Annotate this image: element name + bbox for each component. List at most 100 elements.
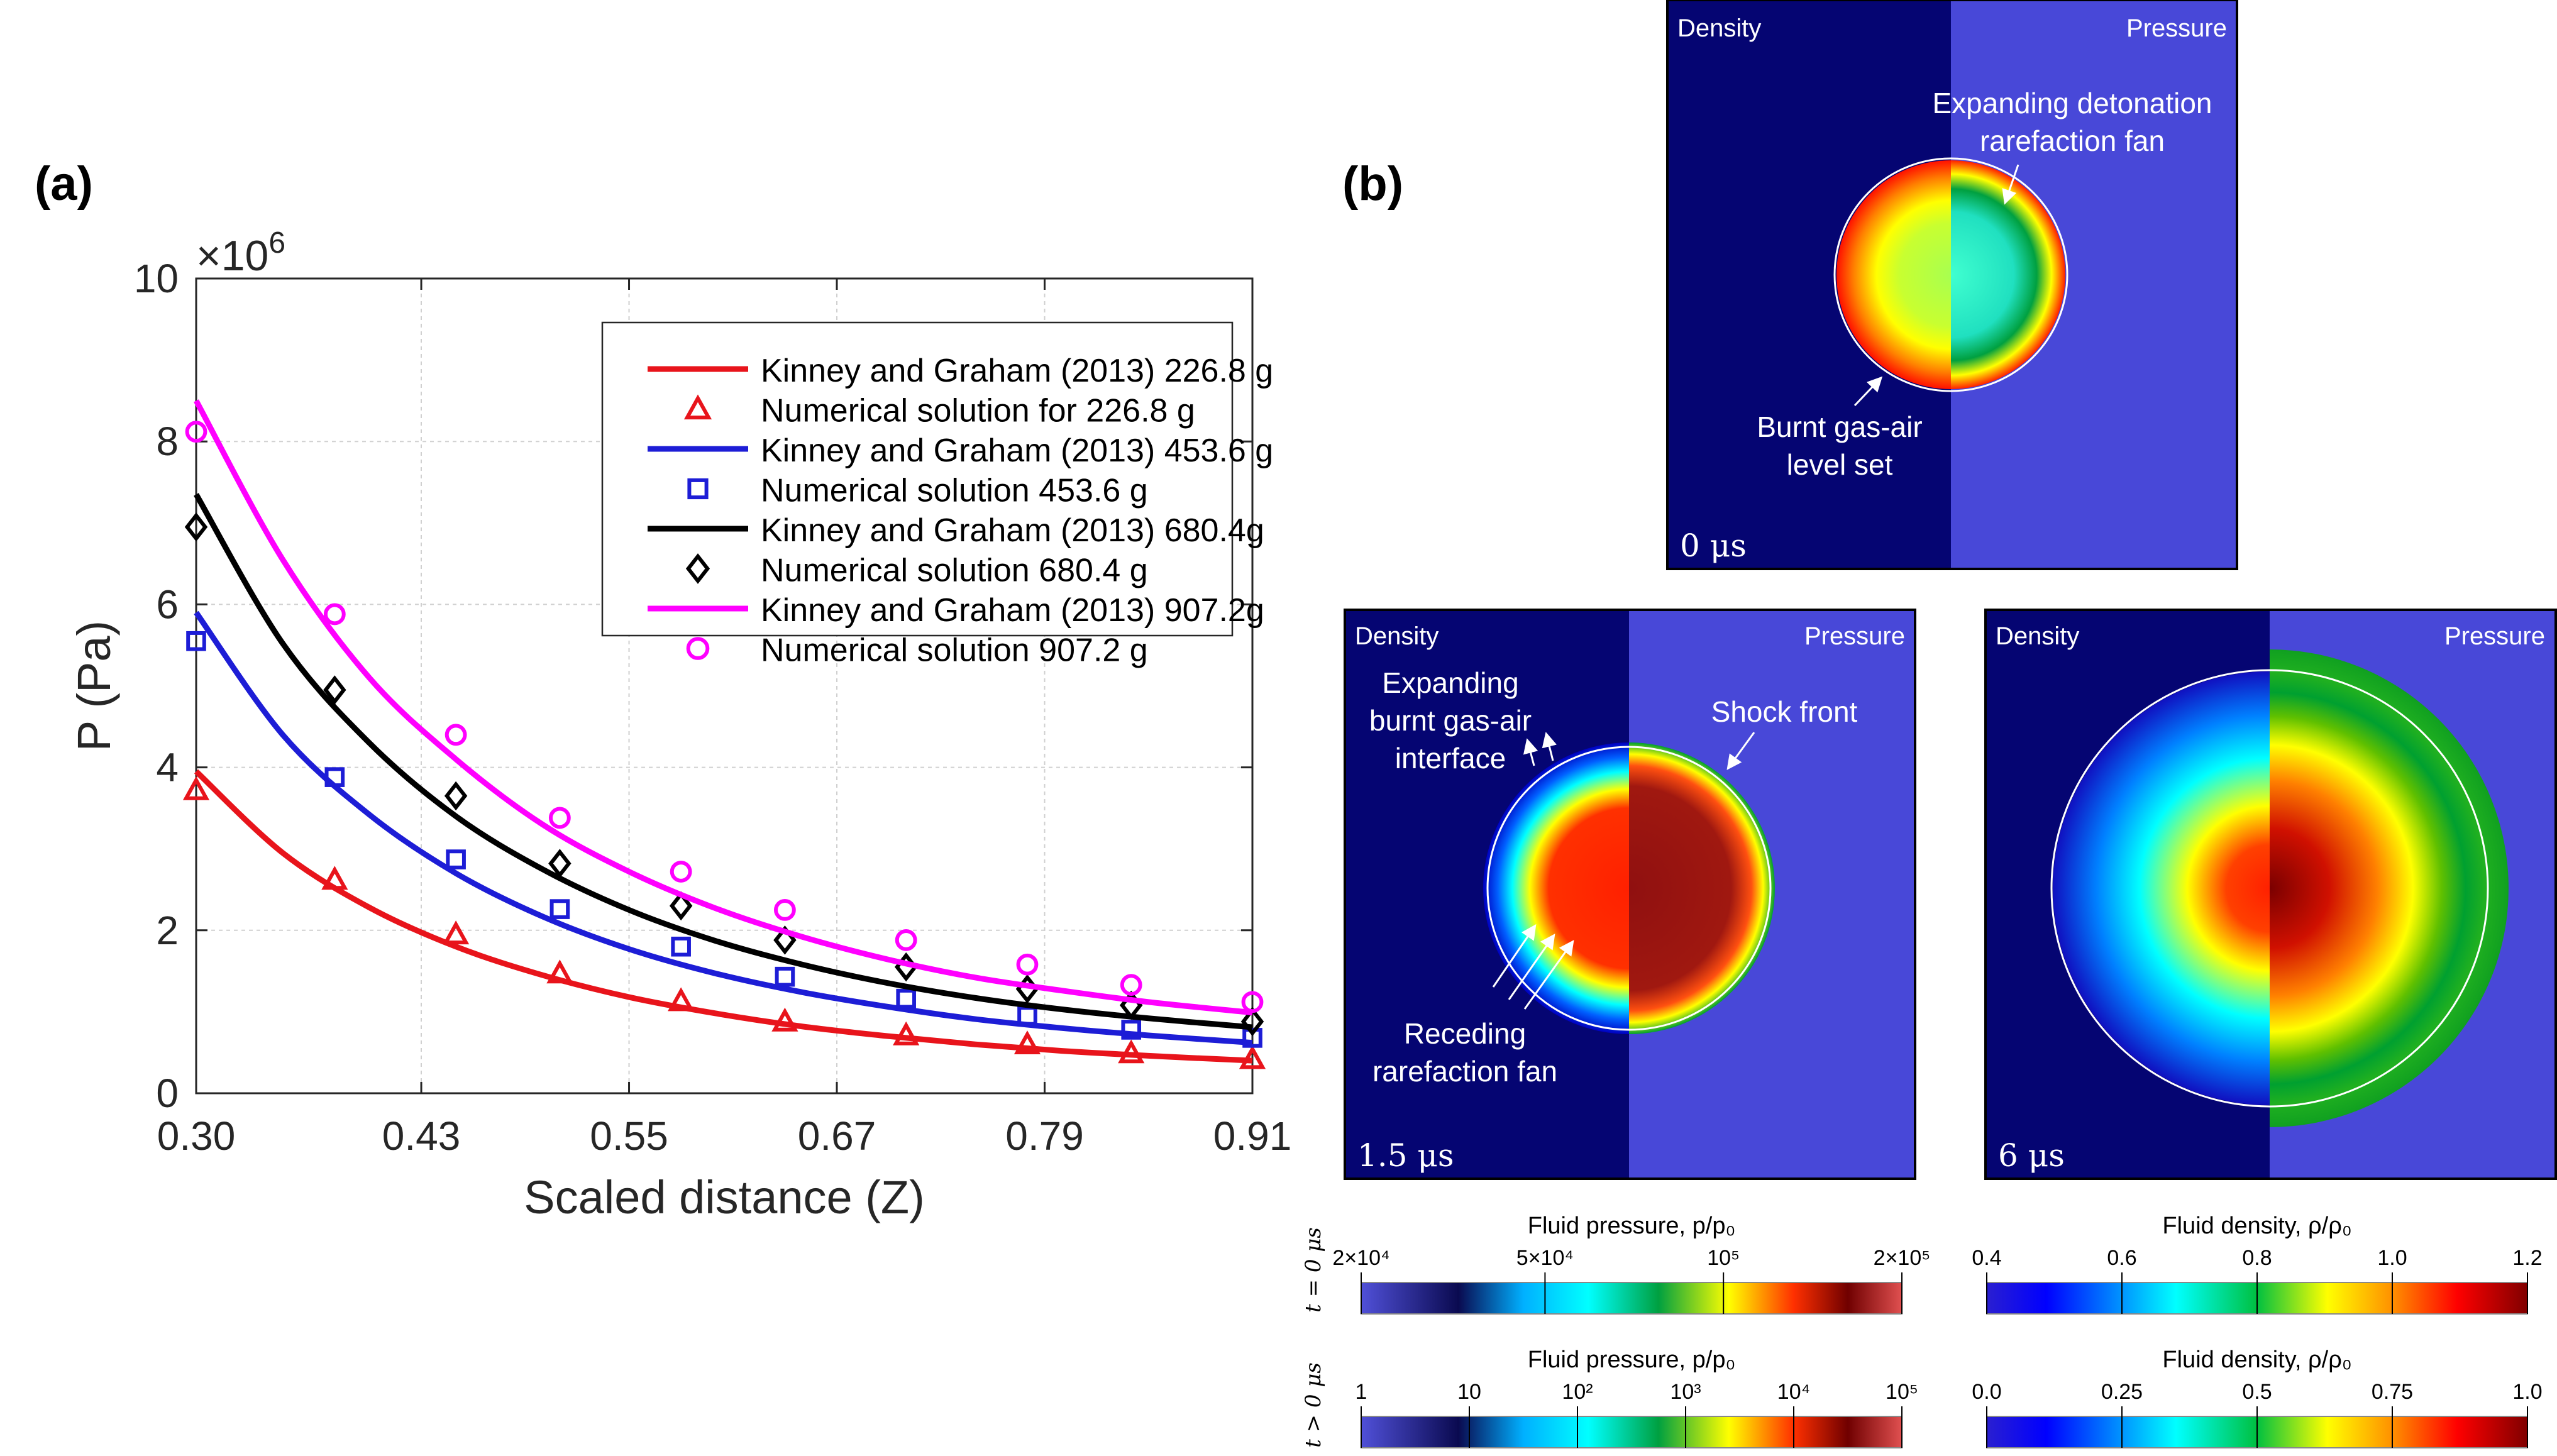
frame0-pressure-label: Pressure — [2126, 14, 2227, 42]
legend-entry-label: Kinney and Graham (2013) 453.6 g — [761, 433, 1273, 469]
data-point-square — [1242, 1028, 1262, 1048]
data-point-square — [896, 988, 916, 1009]
colorbar-tick-label: 10³ — [1670, 1380, 1701, 1404]
colorbar-tick-label: 10⁴ — [1777, 1380, 1810, 1404]
data-point-triangle — [771, 1007, 798, 1032]
frame1-pressure-label: Pressure — [1804, 622, 1905, 650]
legend: Kinney and Graham (2013) 226.8 g Numerica… — [601, 321, 1273, 669]
x-axis-title: Scaled distance (Z) — [524, 1171, 925, 1223]
y-tick-label: 2 — [156, 908, 179, 953]
colorbar-tick-label: 10⁵ — [1707, 1246, 1740, 1270]
colorbar-tick-label: 0.25 — [2101, 1380, 2143, 1404]
y-tick-label: 0 — [156, 1071, 179, 1116]
data-point-square — [550, 899, 570, 919]
frame2-pressure-label: Pressure — [2444, 622, 2545, 650]
y-tick-label: 6 — [156, 582, 179, 627]
row-label-t0: t = 0 μs — [1301, 1227, 1326, 1313]
colorbar-tick-label: 5×10⁴ — [1516, 1246, 1574, 1270]
sim-frame-6us: Density Pressure 6 μs — [1984, 609, 2557, 1180]
colorbar-pressure-t0-title: Fluid pressure, p/p₀ — [1528, 1213, 1735, 1239]
colorbar-pressure-tgt0 — [1361, 1416, 1903, 1448]
data-point-square — [446, 849, 466, 869]
colorbar-tick-label: 10² — [1562, 1380, 1593, 1404]
colorbar-tick-label: 2×10⁵ — [1874, 1246, 1931, 1270]
series-line-0 — [194, 769, 1253, 1064]
frame1-annotation-interface: Expanding burnt gas-air interface — [1369, 666, 1532, 775]
y-tick-label: 4 — [156, 745, 179, 790]
y-tick-label: 8 — [156, 419, 179, 464]
y-multiplier-exp: 6 — [268, 226, 285, 260]
colorbar-tick-label: 2×10⁴ — [1332, 1246, 1389, 1270]
frame0-annotation-rarefaction: Expanding detonation rarefaction fan — [1932, 87, 2212, 157]
data-point-triangle — [1013, 1030, 1041, 1055]
data-point-circle — [445, 724, 467, 746]
colorbar-tick-label: 0.6 — [2107, 1246, 2136, 1270]
data-point-circle — [773, 899, 796, 921]
frame1-annotation-shock: Shock front — [1711, 695, 1858, 728]
x-tick-label: 0.30 — [157, 1113, 236, 1159]
data-point-diamond — [444, 781, 468, 811]
frame0-time-label: 0 μs — [1680, 527, 1747, 564]
data-point-circle — [1120, 974, 1142, 996]
colorbar-tick-label: 0.4 — [1972, 1246, 2001, 1270]
colorbar-tick-label: 10⁵ — [1886, 1380, 1918, 1404]
sim-frame-1-5us: Density Pressure Expanding burnt gas-air i… — [1344, 609, 1916, 1180]
frame0-density-label: Density — [1677, 14, 1761, 42]
legend-entry-label: Numerical solution 453.6 g — [761, 473, 1148, 509]
frame1-annotation-receding: Receding rarefaction fan — [1372, 1017, 1557, 1088]
data-point-triangle — [182, 776, 210, 800]
colorbar-density-t0-ticks: 0.4 0.6 0.8 1.0 1.2 — [1972, 1246, 2543, 1314]
data-point-square — [775, 966, 795, 987]
x-tick-label: 0.91 — [1213, 1113, 1292, 1159]
colorbar-density-t0-title: Fluid density, ρ/ρ₀ — [2162, 1213, 2351, 1239]
x-tick-label: 0.79 — [1005, 1113, 1084, 1159]
data-point-circle — [185, 421, 207, 443]
data-point-triangle — [893, 1021, 920, 1045]
legend-entry-label: Kinney and Graham (2013) 226.8 g — [761, 353, 1273, 389]
data-point-triangle — [443, 920, 470, 945]
data-point-diamond — [184, 512, 208, 542]
data-point-circle — [1016, 953, 1039, 976]
data-point-diamond — [669, 891, 693, 921]
colorbars: t = 0 μs t > 0 μs Fluid pressure, p/p₀ 2… — [1301, 1213, 2543, 1448]
data-point-square — [1121, 1020, 1142, 1040]
colorbar-tick-label: 0.5 — [2242, 1380, 2272, 1404]
interface-contour — [1486, 746, 1772, 1031]
frame1-density-label: Density — [1355, 622, 1439, 650]
data-point-diamond — [548, 849, 572, 878]
data-series — [182, 399, 1266, 1069]
legend-entry-label: Numerical solution 680.4 g — [761, 553, 1148, 589]
row-label-tgt0: t > 0 μs — [1301, 1362, 1326, 1448]
frame2-density-label: Density — [1996, 622, 2079, 650]
y-axis-ticks: 0 2 4 6 8 10 — [134, 256, 1252, 1116]
panel-a-label: (a) — [35, 157, 93, 211]
legend-entry-label: Numerical solution 907.2 g — [761, 632, 1148, 669]
legend-marker-swatch — [686, 637, 710, 660]
data-point-circle — [548, 807, 571, 829]
data-point-square — [186, 631, 206, 651]
data-point-circle — [1241, 991, 1264, 1013]
colorbar-tick-label: 1.0 — [2377, 1246, 2407, 1270]
frame1-time-label: 1.5 μs — [1357, 1137, 1454, 1174]
panel-b-label: (b) — [1342, 157, 1403, 211]
data-point-square — [324, 767, 345, 787]
y-axis-title: P (Pa) — [68, 620, 120, 751]
x-tick-label: 0.43 — [382, 1113, 461, 1159]
series-line-2 — [194, 610, 1253, 1046]
y-tick-label: 10 — [134, 256, 179, 301]
x-tick-label: 0.55 — [590, 1113, 668, 1159]
legend-entry-label: Kinney and Graham (2013) 680.4g — [761, 512, 1264, 549]
data-point-diamond — [1240, 1007, 1264, 1037]
legend-marker-swatch — [685, 553, 710, 584]
frame0-annotation-levelset: Burnt gas-air level set — [1757, 411, 1922, 481]
legend-marker-swatch — [683, 394, 712, 420]
data-point-triangle — [668, 987, 695, 1012]
legend-entry-label: Kinney and Graham (2013) 907.2g — [761, 592, 1264, 629]
data-point-diamond — [323, 675, 346, 705]
colorbar-tick-label: 10 — [1457, 1380, 1481, 1404]
data-point-square — [671, 936, 691, 957]
interface-contour — [2050, 669, 2489, 1108]
data-point-circle — [670, 861, 692, 883]
y-multiplier-base: ×10 — [196, 232, 268, 280]
